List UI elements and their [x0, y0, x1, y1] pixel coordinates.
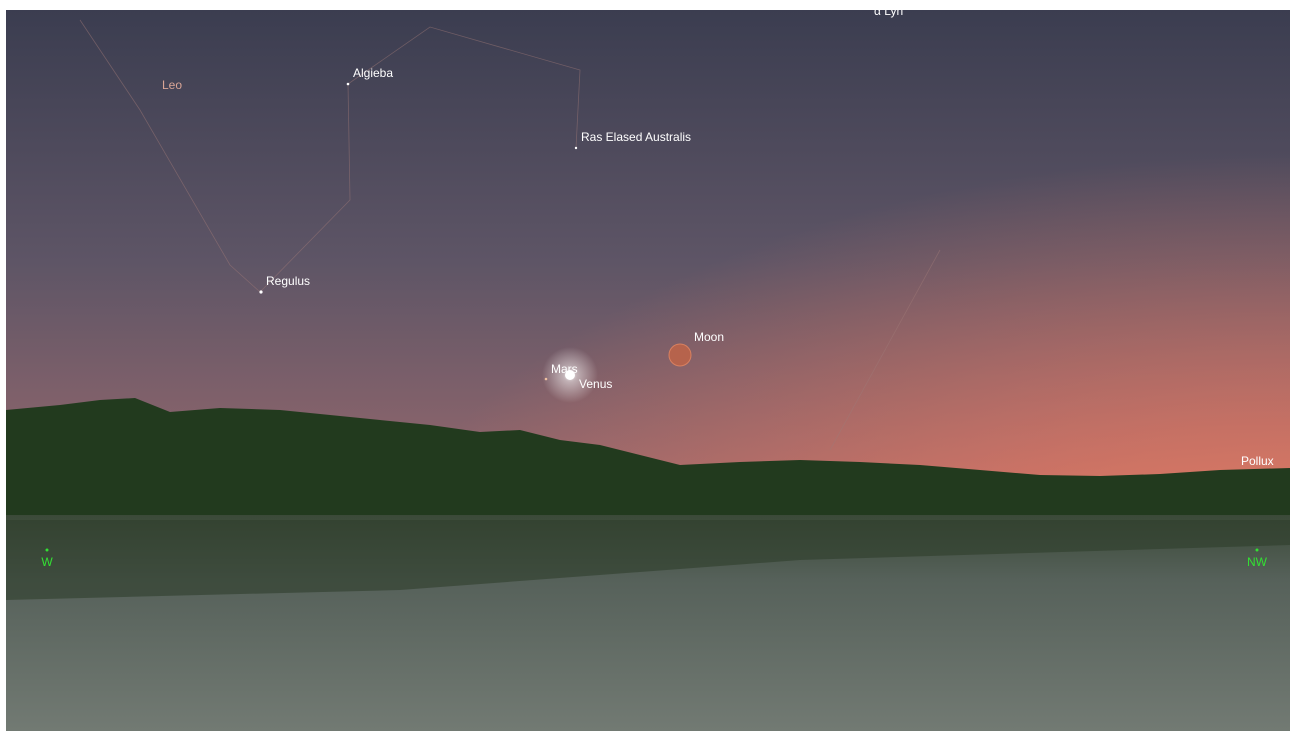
- star-label: Regulus: [266, 274, 310, 288]
- moon: [669, 344, 691, 366]
- page: {"constellation": "Leo", "stars": ["α Ly…: [0, 0, 1292, 731]
- compass-dot: [46, 549, 49, 552]
- star: [575, 147, 577, 149]
- constellation-label: Leo: [162, 78, 182, 92]
- star-label: Algieba: [353, 66, 393, 80]
- compass-label: NW: [1247, 555, 1268, 569]
- star-label: Ras Elased Australis: [581, 130, 691, 144]
- top-border: [0, 0, 1292, 10]
- planet-label: Venus: [579, 377, 612, 391]
- planet-label: Mars: [551, 362, 578, 376]
- star: [259, 290, 262, 293]
- star: [347, 83, 350, 86]
- star-label: Pollux: [1241, 454, 1274, 468]
- compass-dot: [1256, 549, 1259, 552]
- sky-view: Leo α Lyn Algieba Ras Elased Australis R…: [0, 0, 1292, 731]
- planet-label: Moon: [694, 330, 724, 344]
- mars: [545, 378, 548, 381]
- compass-label: W: [41, 555, 53, 569]
